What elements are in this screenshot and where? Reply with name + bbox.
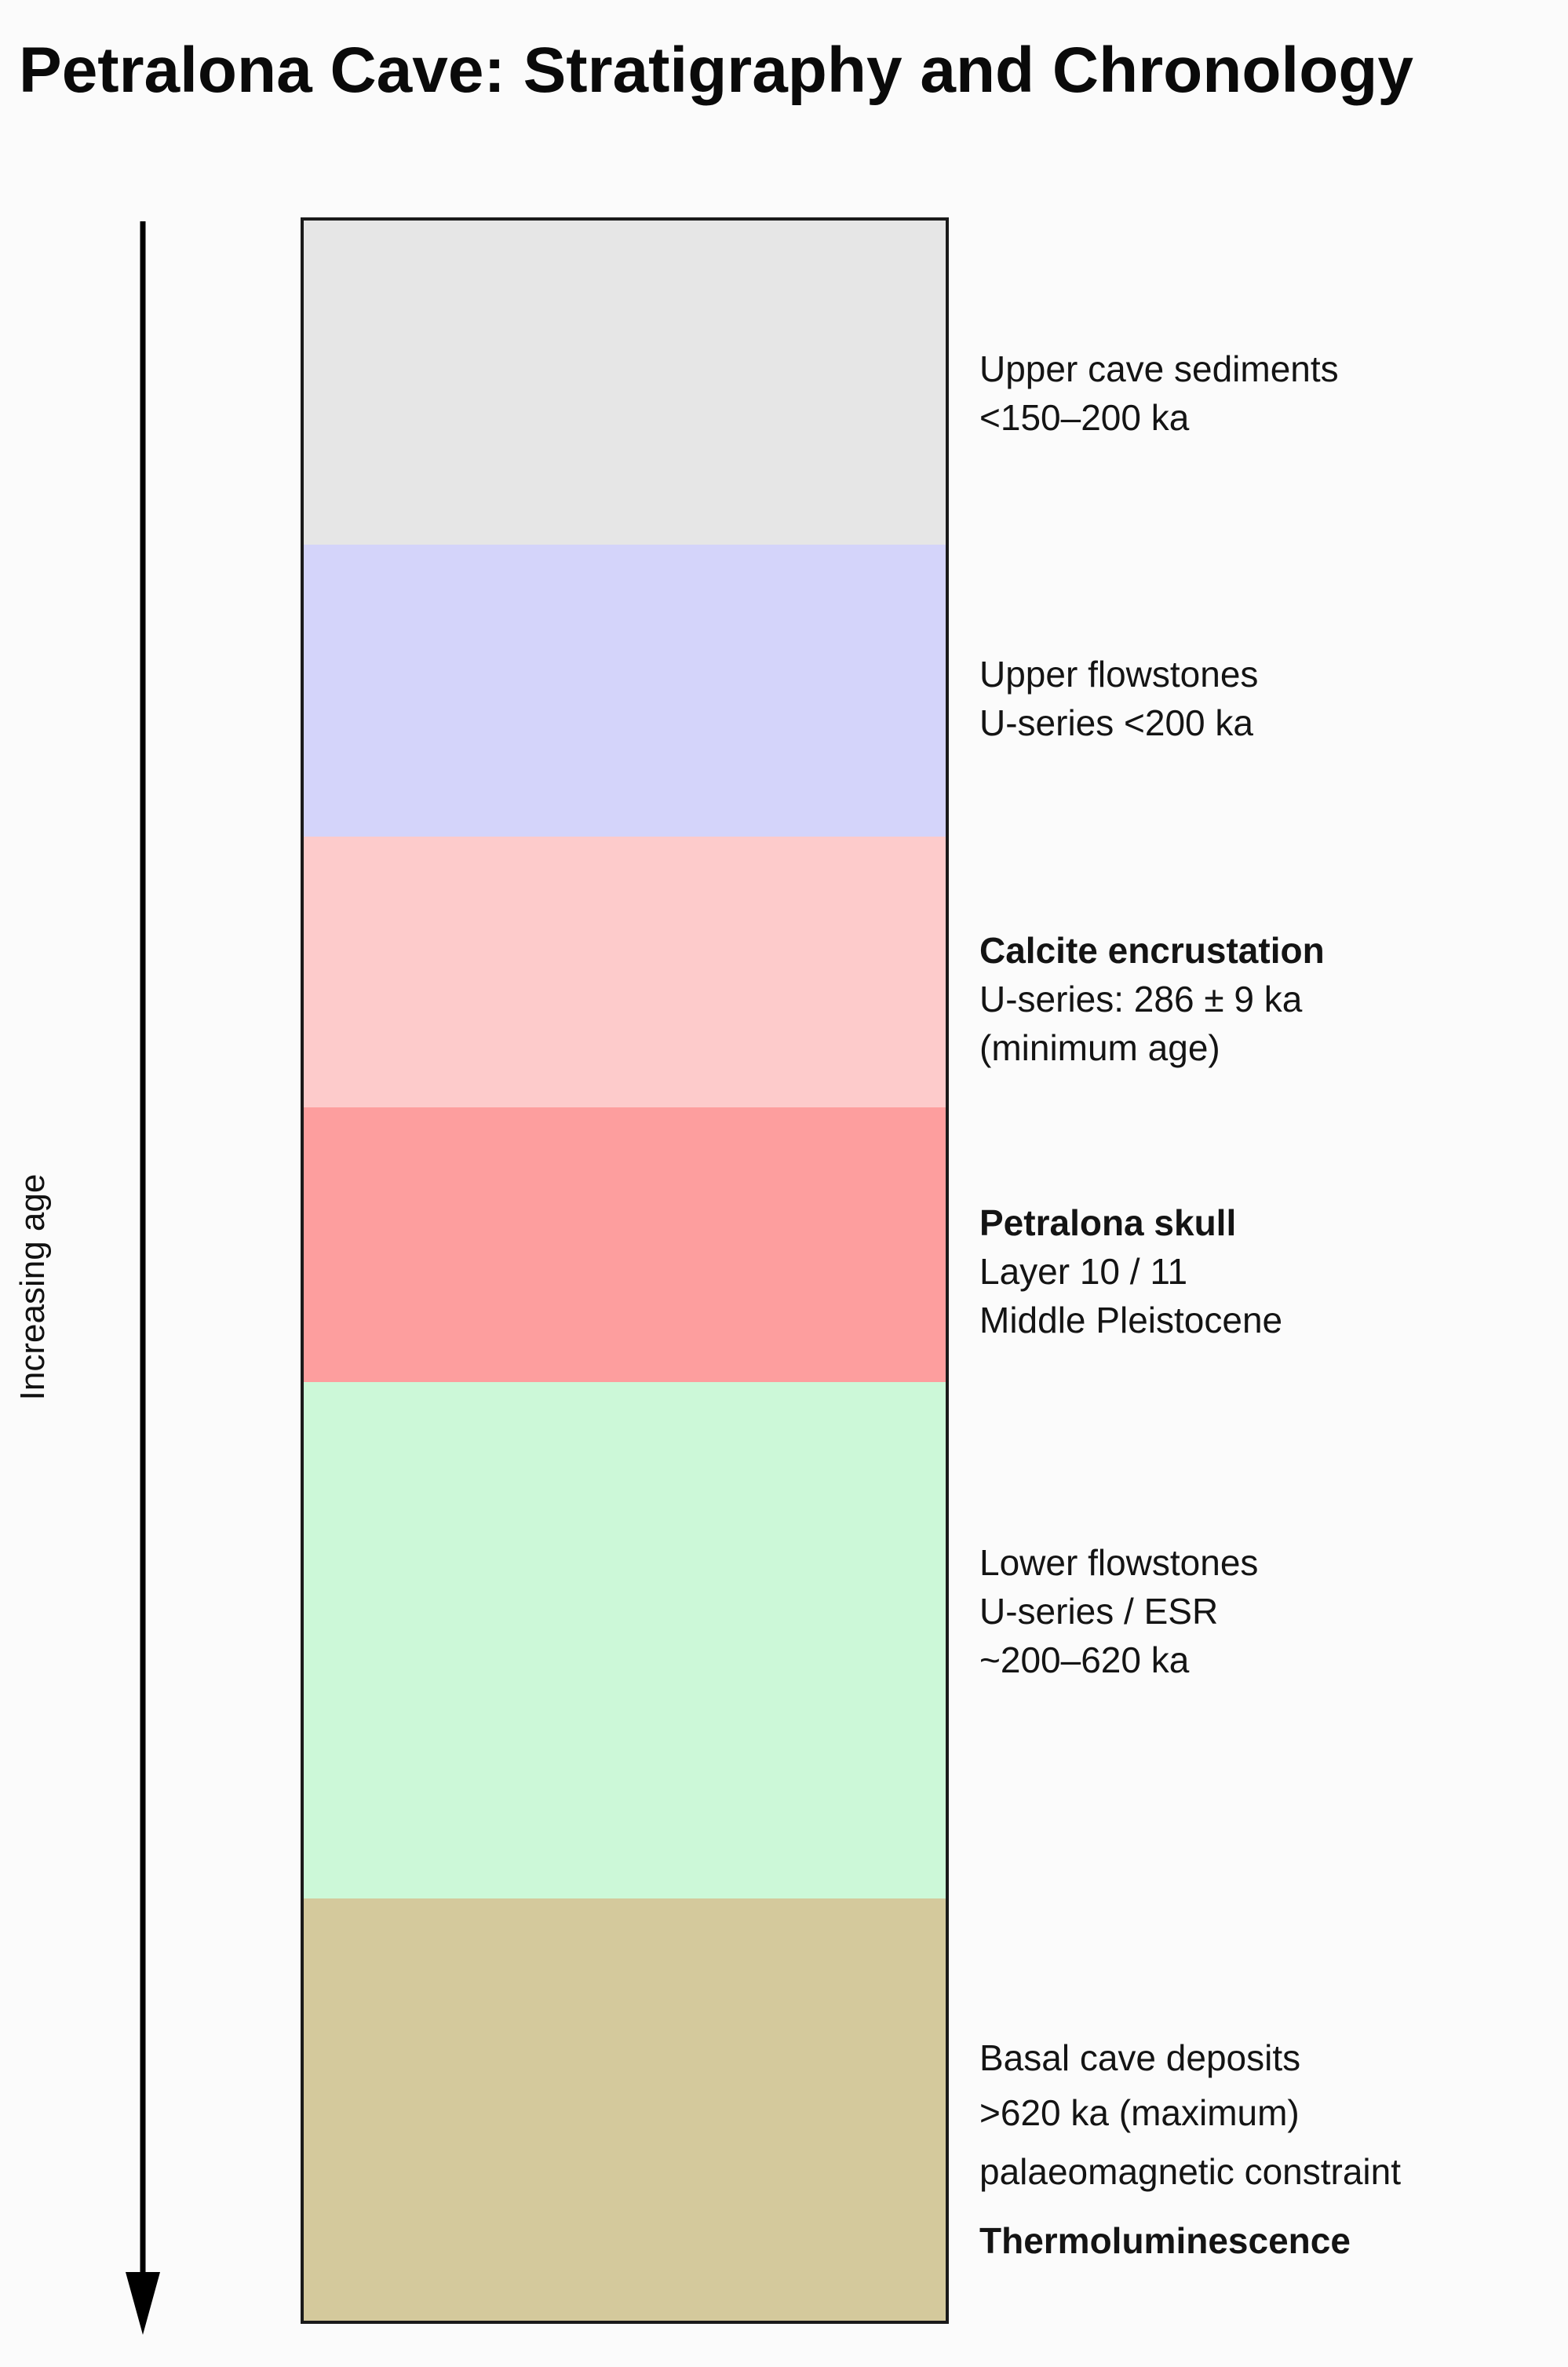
layer-band-calcite-encrustation [304,837,946,1107]
axis-label: Increasing age [13,1173,52,1401]
layer-label-line: Thermoluminescence [979,2220,1351,2261]
layer-label-line: Upper cave sediments [979,348,1339,389]
layer-band-upper-cave-sediments [304,221,946,545]
layer-label-line: Layer 10 / 11 [979,1251,1188,1292]
layer-label-line: Upper flowstones [979,654,1259,695]
layer-label-line: Basal cave deposits [979,2037,1301,2078]
layer-label-line: Lower flowstones [979,1542,1259,1583]
stratigraphic-column [301,217,949,2324]
layer-label-line: Middle Pleistocene [979,1300,1283,1340]
page-title: Petralona Cave: Stratigraphy and Chronol… [19,35,1413,106]
layer-label-line: U-series / ESR [979,1591,1219,1632]
layer-label-line: Calcite encrustation [979,930,1325,971]
layer-label-line: >620 ka (maximum) [979,2092,1300,2133]
layer-label-line: U-series: 286 ± 9 ka [979,979,1303,1019]
layer-label-line: palaeomagnetic constraint [979,2151,1401,2192]
layer-label-line: (minimum age) [979,1027,1220,1068]
layer-band-lower-flowstones [304,1382,946,1898]
age-arrow-head [126,2272,160,2335]
layer-label-line: U-series <200 ka [979,702,1253,743]
layer-label-line: ~200–620 ka [979,1639,1190,1680]
layer-label-line: <150–200 ka [979,397,1190,438]
layer-label-line: Petralona skull [979,1202,1237,1243]
layer-band-petralona-skull [304,1107,946,1382]
layer-band-upper-flowstones [304,545,946,837]
increasing-age-arrow [126,221,160,2335]
layer-band-basal-cave-deposits [304,1898,946,2321]
